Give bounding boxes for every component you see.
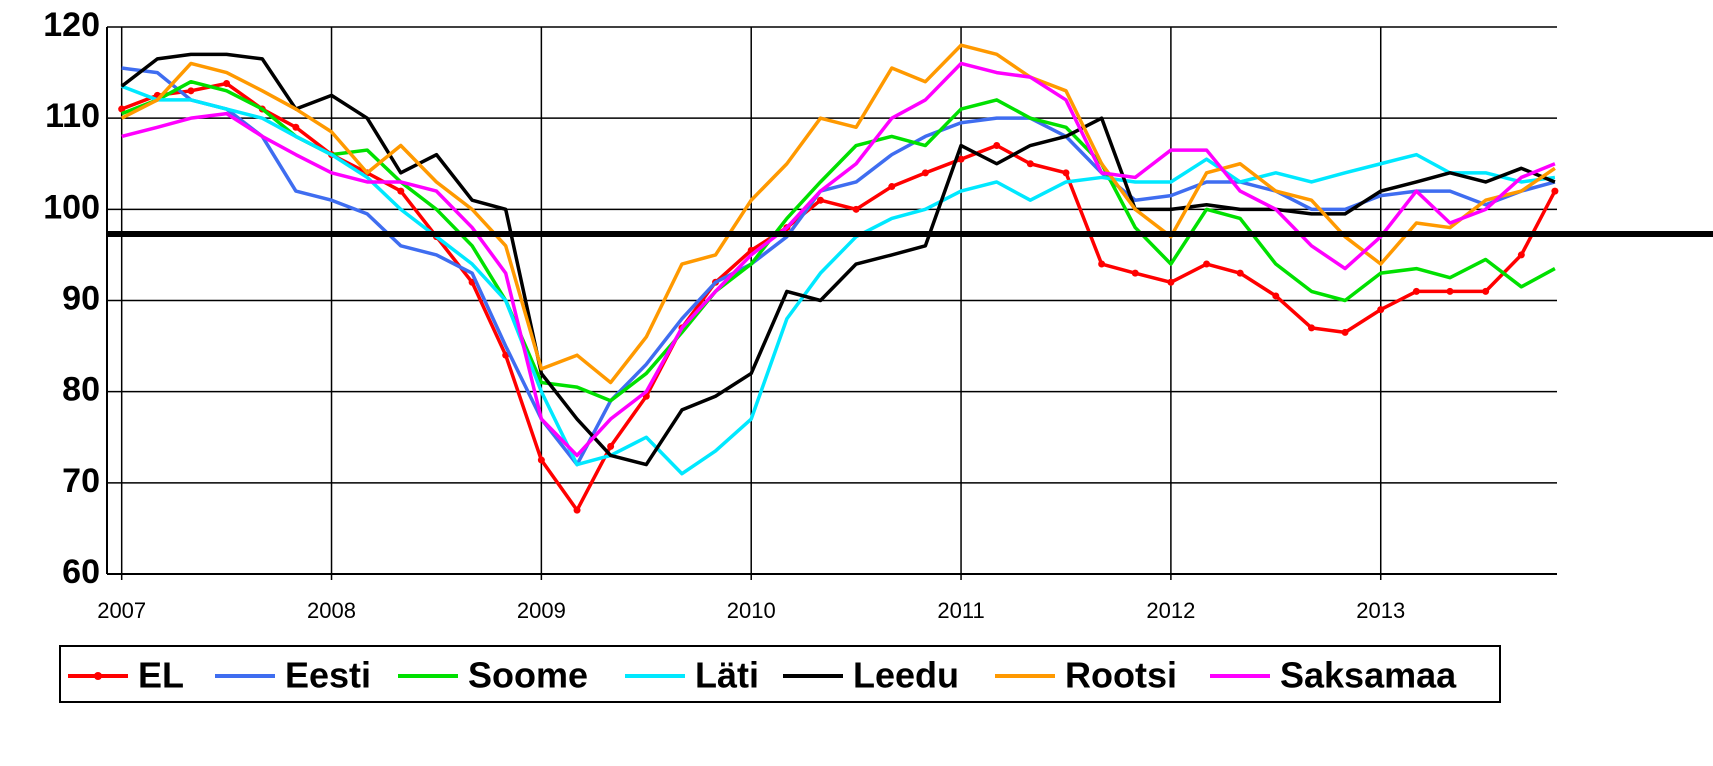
point <box>537 456 545 464</box>
x-tick-label: 2012 <box>1146 598 1195 623</box>
point <box>1517 251 1525 259</box>
point <box>957 155 965 163</box>
x-tick-label: 2007 <box>97 598 146 623</box>
legend-marker <box>94 672 102 680</box>
legend-label: Soome <box>468 655 588 696</box>
y-tick-label: 80 <box>62 371 100 409</box>
x-tick-label: 2013 <box>1356 598 1405 623</box>
point <box>1412 287 1420 295</box>
y-tick-label: 110 <box>45 97 100 135</box>
point <box>292 123 300 131</box>
x-tick-label: 2011 <box>937 598 984 623</box>
x-tick-label: 2010 <box>727 598 776 623</box>
x-tick-label: 2008 <box>307 598 356 623</box>
legend-box <box>59 645 1501 703</box>
point <box>118 105 126 113</box>
series-line <box>121 61 1556 458</box>
point <box>816 196 824 204</box>
series-line <box>121 66 1556 467</box>
legend-label: Saksamaa <box>1280 655 1457 696</box>
series-line <box>121 79 1556 403</box>
point <box>1131 269 1139 277</box>
point <box>1098 260 1106 268</box>
y-tick-label: 120 <box>43 6 100 44</box>
point <box>1341 328 1349 336</box>
legend-label: EL <box>138 655 184 696</box>
series-line <box>121 84 1556 476</box>
point <box>223 80 231 88</box>
series-line <box>120 43 1556 385</box>
y-tick-label: 100 <box>43 188 100 226</box>
y-tick-label: 60 <box>62 553 100 591</box>
point <box>187 87 195 95</box>
point <box>993 142 1001 150</box>
point <box>1203 260 1211 268</box>
point <box>1062 169 1070 177</box>
series-line <box>121 81 1557 512</box>
point <box>852 205 860 213</box>
legend-label: Läti <box>695 655 759 696</box>
point <box>573 506 581 514</box>
point <box>1307 324 1315 332</box>
point <box>1167 278 1175 286</box>
point <box>397 187 405 195</box>
y-tick-label: 90 <box>62 279 100 317</box>
point <box>1482 287 1490 295</box>
legend-label: Eesti <box>285 655 371 696</box>
x-tick-label: 2009 <box>517 598 566 623</box>
legend-label: Leedu <box>853 655 959 696</box>
series-line <box>120 52 1556 467</box>
point <box>1026 160 1034 168</box>
legend-label: Rootsi <box>1065 655 1177 696</box>
y-tick-label: 70 <box>62 462 100 500</box>
point <box>607 442 615 450</box>
point <box>888 183 896 191</box>
point <box>1446 287 1454 295</box>
point <box>1377 306 1385 314</box>
point <box>921 169 929 177</box>
point <box>1236 269 1244 277</box>
point <box>1272 292 1280 300</box>
point <box>1551 187 1559 195</box>
